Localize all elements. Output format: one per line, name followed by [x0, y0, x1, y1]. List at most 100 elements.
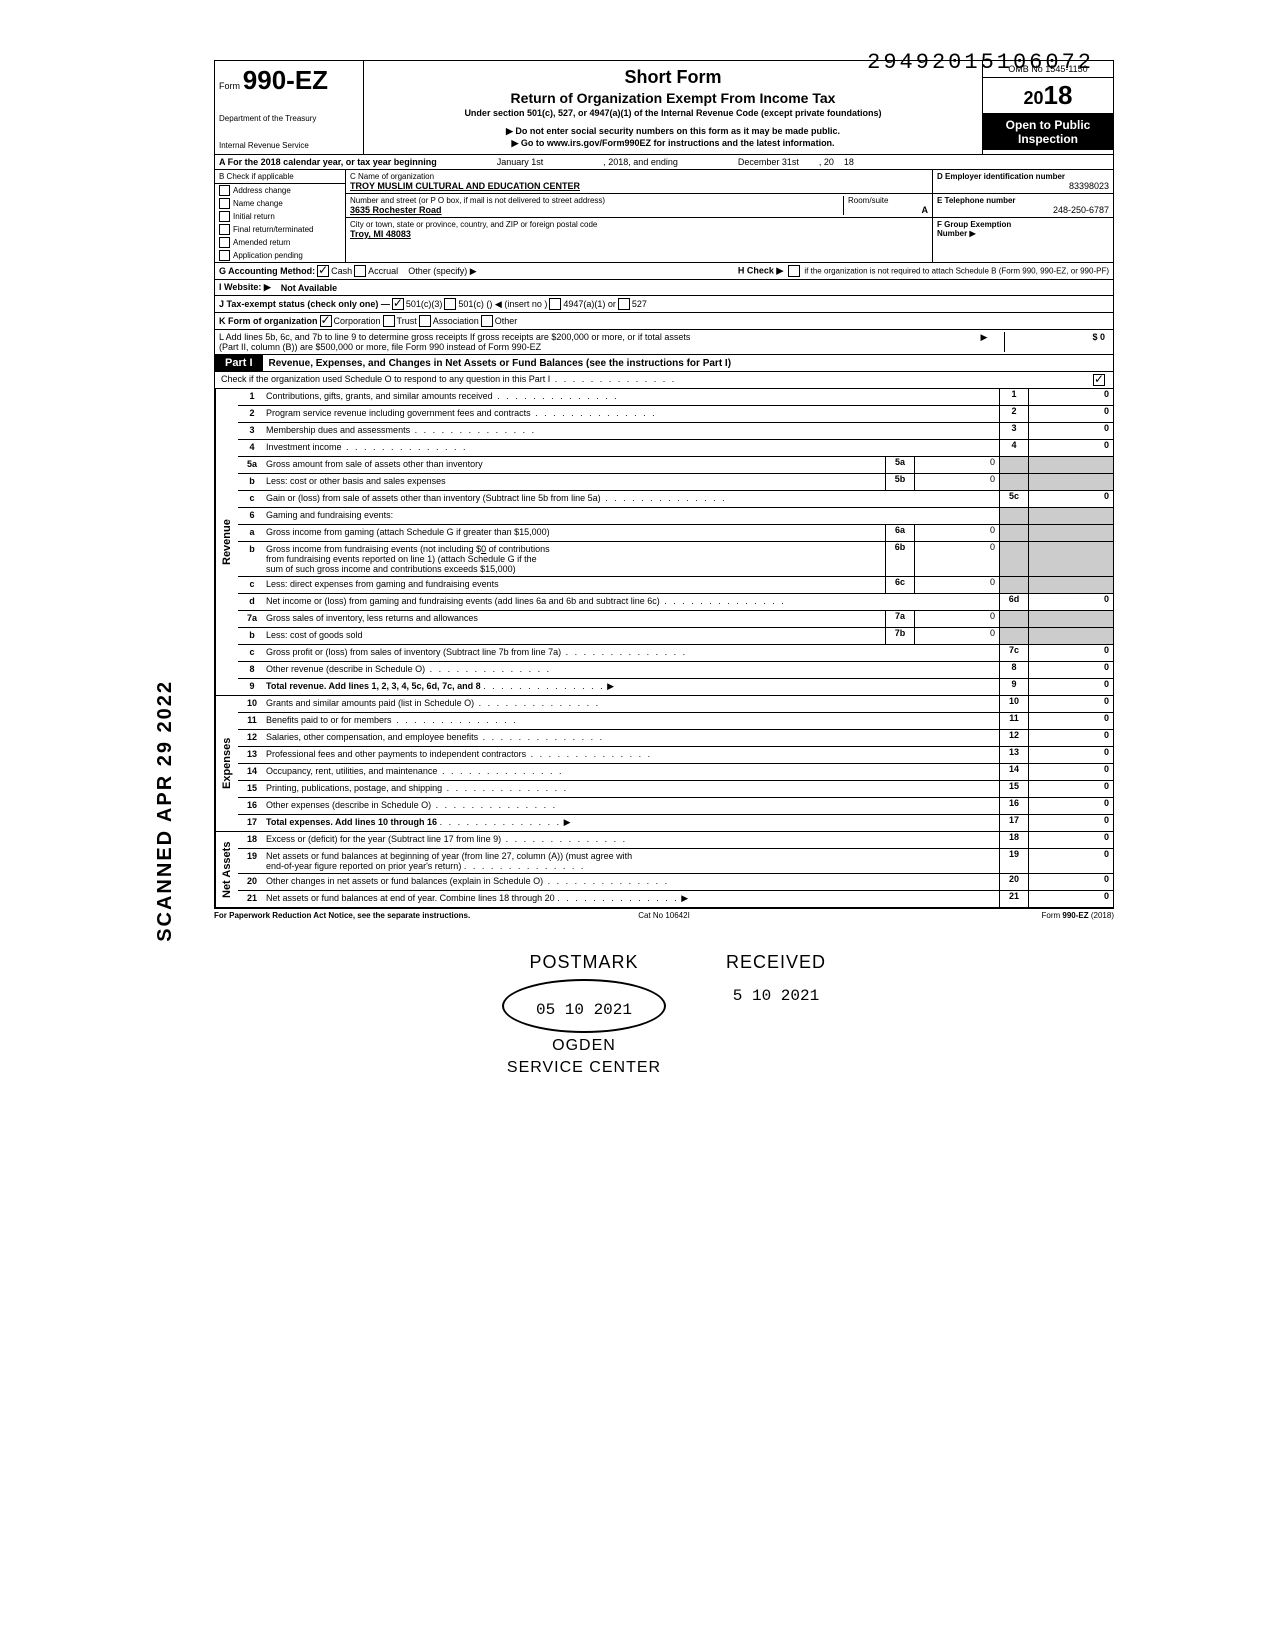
chk-corporation[interactable] [320, 315, 332, 327]
line-11-val: 0 [1028, 713, 1113, 729]
line-g-label: G Accounting Method: [219, 266, 315, 276]
line-10-val: 0 [1028, 696, 1113, 712]
chk-name-change[interactable]: Name change [215, 197, 345, 210]
line-13-desc: Professional fees and other payments to … [266, 747, 999, 763]
row-a-tax-year: A For the 2018 calendar year, or tax yea… [214, 155, 1114, 170]
line-6d-val: 0 [1028, 594, 1113, 610]
revenue-section: Revenue 1Contributions, gifts, grants, a… [214, 389, 1114, 696]
line-7a-desc: Gross sales of inventory, less returns a… [266, 611, 885, 627]
line-10-desc: Grants and similar amounts paid (list in… [266, 696, 999, 712]
line-6c-desc: Less: direct expenses from gaming and fu… [266, 577, 885, 593]
chk-cash[interactable] [317, 265, 329, 277]
line-12-desc: Salaries, other compensation, and employ… [266, 730, 999, 746]
chk-address-change[interactable]: Address change [215, 184, 345, 197]
row-a-suffix: , 20 [819, 157, 834, 167]
chk-schedule-b[interactable] [788, 265, 800, 277]
block-bcdef: B Check if applicable Address change Nam… [214, 170, 1114, 263]
expenses-section: Expenses 10Grants and similar amounts pa… [214, 696, 1114, 832]
line-l-text1: L Add lines 5b, 6c, and 7b to line 9 to … [219, 332, 964, 342]
row-a-mid: , 2018, and ending [603, 157, 678, 167]
title-return: Return of Organization Exempt From Incom… [370, 90, 976, 106]
addr-label: Number and street (or P O box, if mail i… [350, 196, 843, 205]
line-l-arrow: ▶ [964, 332, 1004, 352]
line-15-desc: Printing, publications, postage, and shi… [266, 781, 999, 797]
opt-accrual: Accrual [368, 266, 398, 276]
line-5a-desc: Gross amount from sale of assets other t… [266, 457, 885, 473]
chk-501c3[interactable] [392, 298, 404, 310]
line-6a-desc: Gross income from gaming (attach Schedul… [266, 525, 885, 541]
line-6c-val: 0 [914, 577, 999, 593]
line-9-val: 0 [1028, 679, 1113, 695]
chk-4947[interactable] [549, 298, 561, 310]
line-7b-val: 0 [914, 628, 999, 644]
line-i: I Website: ▶ Not Available [214, 280, 1114, 296]
opt-cash: Cash [331, 266, 352, 276]
line-9-desc: Total revenue. Add lines 1, 2, 3, 4, 5c,… [266, 679, 999, 695]
line-8-desc: Other revenue (describe in Schedule O) [266, 662, 999, 678]
street-address: 3635 Rochester Road [350, 205, 843, 215]
postmark-label: POSTMARK [502, 952, 666, 973]
line-4-val: 0 [1028, 440, 1113, 456]
line-2-val: 0 [1028, 406, 1113, 422]
line-1-val: 0 [1028, 389, 1113, 405]
chk-initial-return[interactable]: Initial return [215, 210, 345, 223]
ogden-label: OGDEN [502, 1037, 666, 1055]
chk-other-org[interactable] [481, 315, 493, 327]
chk-amended-return[interactable]: Amended return [215, 236, 345, 249]
chk-527[interactable] [618, 298, 630, 310]
line-14-val: 0 [1028, 764, 1113, 780]
chk-trust[interactable] [383, 315, 395, 327]
line-20-desc: Other changes in net assets or fund bala… [266, 874, 999, 890]
part-1-badge: Part I [215, 355, 263, 371]
tax-year: 20201818 [983, 78, 1113, 113]
phone-label: E Telephone number [937, 196, 1109, 205]
schedule-o-check-row: Check if the organization used Schedule … [214, 372, 1114, 389]
schedule-o-text: Check if the organization used Schedule … [221, 374, 1093, 386]
received-date: 5 10 2021 [726, 987, 826, 1005]
line-1-desc: Contributions, gifts, grants, and simila… [266, 389, 999, 405]
line-7b-desc: Less: cost of goods sold [266, 628, 885, 644]
line-6b-desc: Gross income from fundraising events (no… [266, 542, 885, 576]
line-6a-val: 0 [914, 525, 999, 541]
line-3-desc: Membership dues and assessments [266, 423, 999, 439]
website-value: Not Available [281, 283, 337, 293]
line-5b-desc: Less: cost or other basis and sales expe… [266, 474, 885, 490]
line-7c-desc: Gross profit or (loss) from sales of inv… [266, 645, 999, 661]
line-h-text: if the organization is not required to a… [804, 266, 1109, 275]
line-18-desc: Excess or (deficit) for the year (Subtra… [266, 832, 999, 848]
open-public-2: Inspection [985, 132, 1111, 146]
footer-center: Cat No 10642I [514, 911, 814, 920]
subtitle-goto: ▶ Go to www.irs.gov/Form990EZ for instru… [370, 138, 976, 149]
chk-application-pending[interactable]: Application pending [215, 249, 345, 262]
line-16-desc: Other expenses (describe in Schedule O) [266, 798, 999, 814]
line-21-desc: Net assets or fund balances at end of ye… [266, 891, 999, 907]
service-center-label: SERVICE CENTER [502, 1059, 666, 1077]
line-l-text2: (Part II, column (B)) are $500,000 or mo… [219, 342, 964, 352]
part-1-header: Part I Revenue, Expenses, and Changes in… [214, 355, 1114, 372]
website-label: I Website: ▶ [219, 282, 271, 293]
row-a-begin: January 1st [497, 157, 544, 167]
chk-association[interactable] [419, 315, 431, 327]
line-5b-val: 0 [914, 474, 999, 490]
line-3-val: 0 [1028, 423, 1113, 439]
ein-value: 83398023 [937, 181, 1109, 191]
line-j-label: J Tax-exempt status (check only one) — [219, 299, 390, 309]
chk-501c[interactable] [444, 298, 456, 310]
line-18-val: 0 [1028, 832, 1113, 848]
open-public-1: Open to Public [985, 118, 1111, 132]
revenue-label: Revenue [215, 389, 238, 695]
line-5c-val: 0 [1028, 491, 1113, 507]
room-label: Room/suite [848, 196, 928, 205]
line-l-value: 0 [1100, 332, 1105, 342]
room-val: A [848, 205, 928, 215]
chk-final-return[interactable]: Final return/terminated [215, 223, 345, 236]
scanned-stamp: SCANNED APR 29 2022 [154, 680, 177, 942]
line-20-val: 0 [1028, 874, 1113, 890]
line-h-label: H Check ▶ [738, 265, 783, 275]
line-g-h: G Accounting Method: Cash Accrual Other … [214, 263, 1114, 280]
subtitle-section: Under section 501(c), 527, or 4947(a)(1)… [370, 108, 976, 118]
chk-schedule-o[interactable] [1093, 374, 1105, 386]
stamps-area: POSTMARK 05 10 2021 OGDEN SERVICE CENTER… [214, 952, 1114, 1077]
document-locator-number: 29492015106072 [867, 50, 1094, 75]
chk-accrual[interactable] [354, 265, 366, 277]
